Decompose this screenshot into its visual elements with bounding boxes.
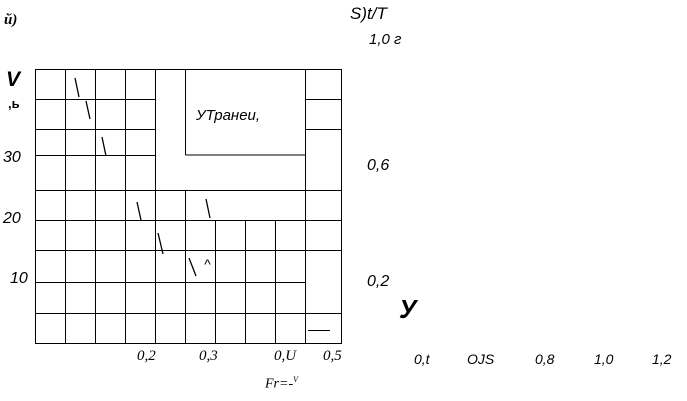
region-label: УТранеи,	[196, 107, 261, 124]
right-tick-label: 0,6	[367, 157, 390, 174]
curve-stroke	[157, 232, 164, 255]
panel-label: й)	[4, 12, 18, 28]
right-scale-top-label: 1,0 г	[369, 31, 402, 48]
x-axis-label: Fr=-V	[265, 376, 298, 392]
x-axis-label-text: Fr=-	[265, 376, 294, 392]
y-tick-label: 10	[10, 270, 28, 287]
right-tick-label: 0,2	[367, 273, 390, 290]
bottom-scale-label: OJS	[467, 351, 495, 367]
curve-stroke	[136, 201, 142, 221]
y-tick-label: 30	[3, 149, 21, 166]
curve-stroke	[205, 198, 211, 219]
y-axis-symbol: V	[6, 68, 21, 91]
right-scale-title: S)t/T	[350, 4, 387, 23]
x-tick-label: 0,2	[137, 348, 156, 364]
bottom-scale-label: 0,t	[414, 351, 430, 367]
x-tick-label: 0,3	[199, 348, 218, 364]
curve-stroke	[74, 77, 80, 98]
y-symbol-large: У	[399, 294, 417, 324]
y-axis-unit: ,ь	[8, 96, 20, 111]
x-tick-label: 0,U	[274, 348, 297, 364]
curve-stroke	[85, 100, 91, 120]
bottom-scale-label: 1,0	[594, 351, 614, 367]
caret-mark: ^	[204, 256, 211, 272]
x-tick-label: 0,5	[323, 348, 342, 364]
bottom-scale-label: 0,8	[535, 351, 555, 367]
x-axis-label-sup: V	[293, 375, 298, 384]
curve-stroke	[101, 136, 107, 157]
grid-frame	[35, 69, 342, 344]
curve-stroke	[188, 257, 197, 277]
bottom-scale-label: 1,2	[652, 351, 672, 367]
y-tick-label: 20	[3, 210, 21, 227]
